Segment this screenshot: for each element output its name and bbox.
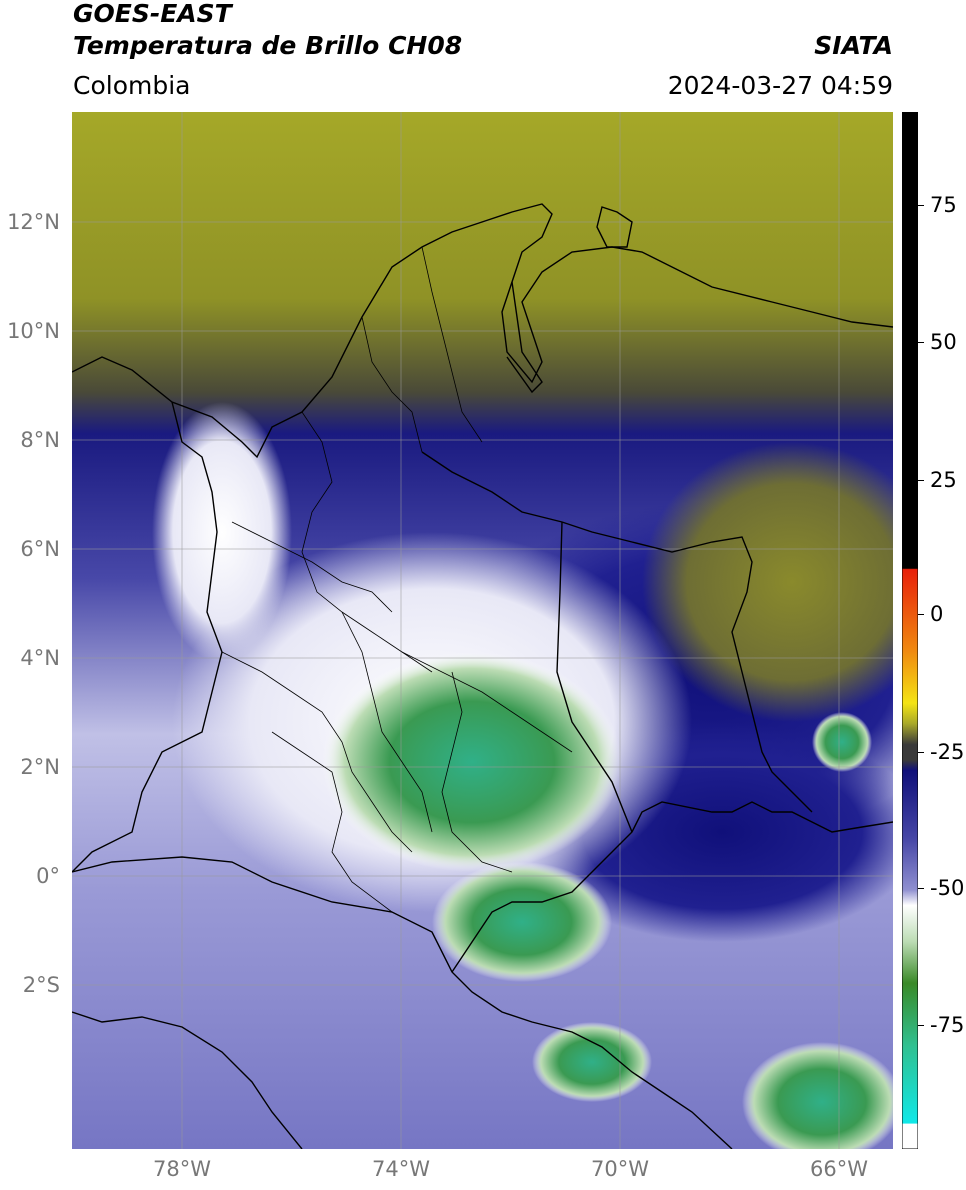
colorbar-tick-25: 25 bbox=[930, 468, 957, 492]
deep-convection-core-3 bbox=[532, 1022, 652, 1102]
product-title: Temperatura de Brillo CH08 bbox=[73, 31, 463, 60]
colorbar-tickmark bbox=[918, 1025, 924, 1026]
colorbar-tick-0: 0 bbox=[930, 602, 944, 626]
colorbar-tickmark bbox=[918, 752, 924, 753]
lat-label-8n: 8°N bbox=[20, 428, 60, 452]
graticule bbox=[72, 112, 893, 1149]
colorbar-tick-minus50: -50 bbox=[930, 876, 965, 900]
timestamp-label: 2024-03-27 04:59 bbox=[667, 71, 893, 100]
lat-label-2n: 2°N bbox=[20, 755, 60, 779]
lat-label-6n: 6°N bbox=[20, 537, 60, 561]
colorbar-tick-minus75: -75 bbox=[930, 1013, 965, 1037]
satellite-title: GOES-EAST bbox=[73, 0, 232, 28]
lat-label-12n: 12°N bbox=[7, 210, 60, 234]
lat-label-4n: 4°N bbox=[20, 646, 60, 670]
lat-label-2s: 2°S bbox=[22, 973, 60, 997]
colorbar-tickmark bbox=[918, 205, 924, 206]
region-label: Colombia bbox=[73, 71, 191, 100]
deep-convection-core-4 bbox=[742, 1042, 893, 1149]
colorbar-tick-50: 50 bbox=[930, 330, 957, 354]
lon-label-78w: 78°W bbox=[153, 1157, 211, 1181]
colorbar-tickmark bbox=[918, 888, 924, 889]
deep-convection-core-1 bbox=[322, 652, 622, 872]
colorbar-tick-minus25: -25 bbox=[930, 740, 965, 764]
department-borders bbox=[221, 246, 573, 913]
colorbar-tickmark bbox=[918, 480, 924, 481]
lat-label-10n: 10°N bbox=[7, 319, 60, 343]
lon-label-66w: 66°W bbox=[810, 1157, 868, 1181]
deep-convection-core-5 bbox=[812, 712, 872, 772]
colorbar-tick-75: 75 bbox=[930, 193, 957, 217]
source-label: SIATA bbox=[814, 31, 893, 60]
satellite-map bbox=[72, 112, 893, 1149]
lat-label-0: 0° bbox=[36, 864, 60, 888]
colorbar-tickmark bbox=[918, 614, 924, 615]
lon-label-70w: 70°W bbox=[591, 1157, 649, 1181]
deep-convection-core-2 bbox=[432, 862, 612, 982]
warm-area-east bbox=[642, 442, 893, 722]
lon-label-74w: 74°W bbox=[372, 1157, 430, 1181]
convection-northwest bbox=[152, 402, 292, 662]
colorbar-tickmark bbox=[918, 342, 924, 343]
colorbar bbox=[902, 112, 918, 1149]
